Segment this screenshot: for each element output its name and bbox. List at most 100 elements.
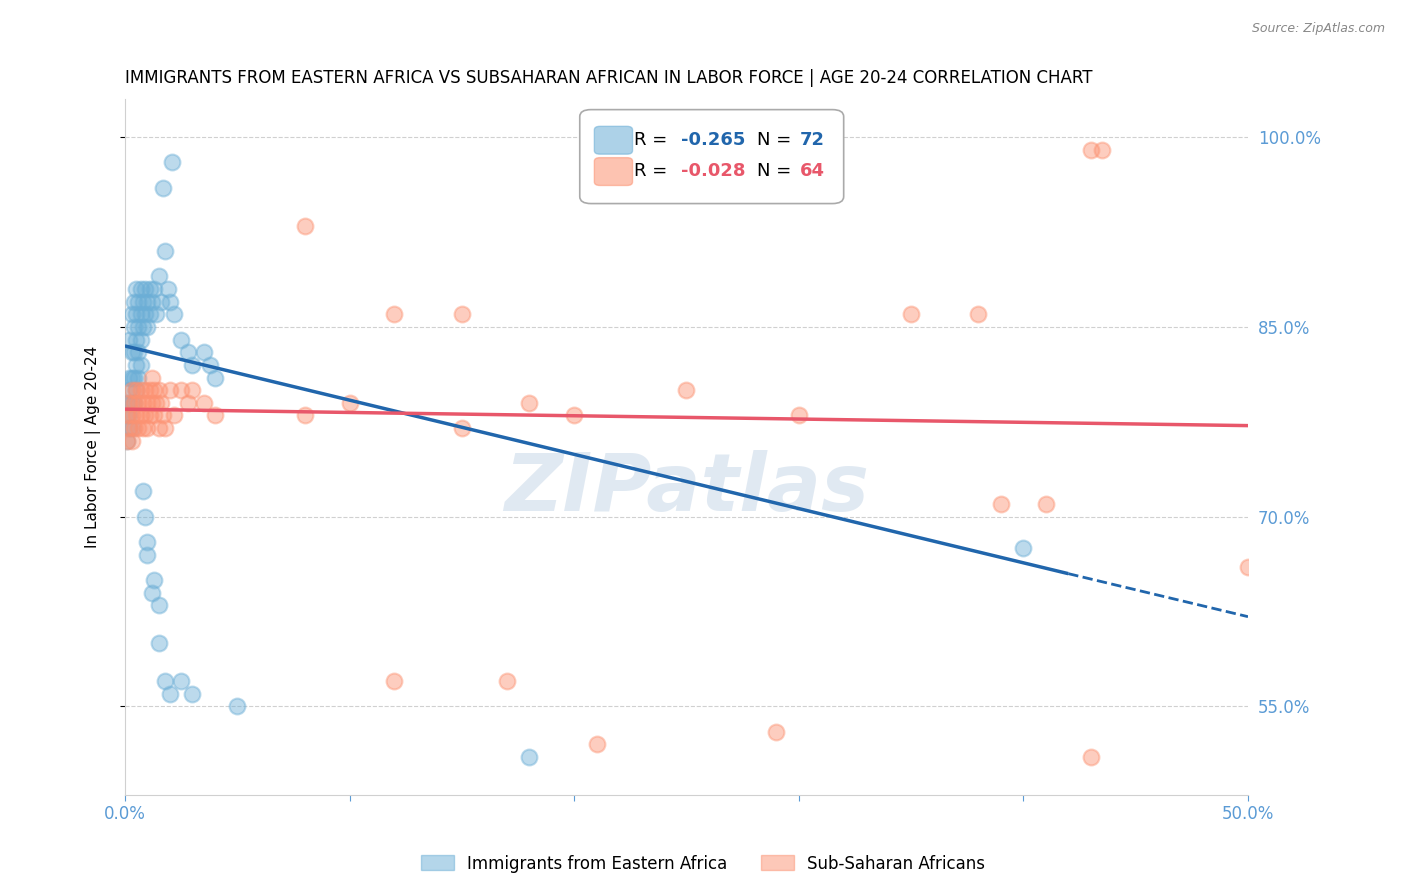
Point (143, 573, 166, 587)
Point (1035, 497, 1057, 511)
Point (129, 333, 152, 347)
Point (163, 307, 186, 321)
Point (585, 738, 607, 752)
Point (129, 383, 152, 397)
Point (1012, 541, 1035, 556)
Point (118, 421, 141, 435)
Point (204, 409, 226, 423)
Point (159, 294, 181, 309)
Y-axis label: In Labor Force | Age 20-24: In Labor Force | Age 20-24 (86, 346, 101, 549)
Point (136, 421, 159, 435)
Point (155, 244, 177, 258)
Point (121, 383, 143, 397)
Point (134, 509, 156, 524)
Point (136, 320, 159, 334)
Point (118, 421, 141, 435)
Point (129, 409, 152, 423)
Point (134, 282, 156, 296)
Point (121, 434, 143, 448)
Text: N =: N = (758, 161, 797, 180)
Point (118, 370, 141, 384)
Point (181, 383, 204, 397)
Point (134, 307, 156, 321)
Point (132, 396, 155, 410)
Text: N =: N = (758, 130, 797, 149)
Text: Source: ZipAtlas.com: Source: ZipAtlas.com (1251, 22, 1385, 36)
Point (134, 409, 156, 423)
Point (134, 383, 156, 397)
Point (562, 409, 585, 423)
Point (193, 396, 215, 410)
Point (121, 396, 143, 410)
Point (517, 750, 540, 764)
Point (127, 294, 149, 309)
Text: 64: 64 (800, 161, 825, 180)
Point (136, 535, 159, 549)
Point (181, 358, 204, 372)
Point (170, 674, 193, 689)
Point (136, 396, 159, 410)
Point (127, 320, 149, 334)
Point (148, 421, 170, 435)
Point (138, 282, 160, 296)
Point (118, 333, 141, 347)
Point (141, 396, 163, 410)
Point (517, 396, 540, 410)
Point (675, 383, 697, 397)
Text: -0.028: -0.028 (681, 161, 745, 180)
Point (118, 396, 141, 410)
Point (122, 396, 145, 410)
Point (145, 396, 167, 410)
Point (143, 383, 166, 397)
Point (125, 383, 148, 397)
Point (132, 294, 155, 309)
Point (339, 396, 361, 410)
Point (121, 421, 143, 435)
Point (159, 687, 181, 701)
Point (1080, 143, 1102, 157)
Text: 72: 72 (800, 130, 825, 149)
Point (294, 409, 316, 423)
Point (967, 307, 990, 321)
Point (148, 383, 170, 397)
Point (1237, 560, 1260, 574)
Point (204, 370, 226, 384)
Point (138, 409, 160, 423)
Text: ZIPatlas: ZIPatlas (503, 450, 869, 528)
Point (156, 282, 179, 296)
Text: R =: R = (634, 130, 672, 149)
Point (122, 345, 145, 359)
Point (384, 307, 406, 321)
Point (129, 358, 152, 372)
Point (121, 409, 143, 423)
Point (125, 333, 148, 347)
Point (143, 282, 166, 296)
Point (159, 383, 181, 397)
Point (115, 396, 138, 410)
Point (148, 269, 170, 284)
Text: R =: R = (634, 161, 672, 180)
Point (141, 585, 163, 599)
Point (177, 396, 200, 410)
Point (149, 294, 172, 309)
Point (122, 320, 145, 334)
Text: -0.265: -0.265 (681, 130, 745, 149)
Point (155, 421, 177, 435)
Point (122, 294, 145, 309)
Point (125, 282, 148, 296)
Point (384, 674, 406, 689)
Point (163, 409, 186, 423)
Point (136, 548, 159, 562)
Point (1091, 143, 1114, 157)
Point (450, 307, 472, 321)
Point (1080, 750, 1102, 764)
Point (118, 383, 141, 397)
Point (181, 687, 204, 701)
Point (122, 396, 145, 410)
Point (132, 320, 155, 334)
Point (125, 383, 148, 397)
Point (125, 307, 148, 321)
Point (121, 307, 143, 321)
Point (129, 307, 152, 321)
Point (450, 421, 472, 435)
